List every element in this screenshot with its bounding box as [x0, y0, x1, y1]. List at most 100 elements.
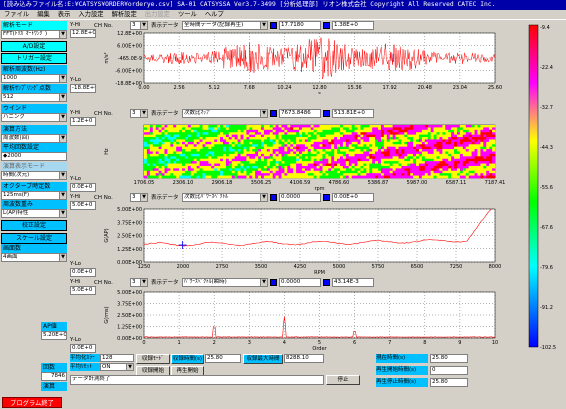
- map-cell: [223, 139, 226, 142]
- map-cell: [284, 132, 287, 135]
- ch-select[interactable]: 3 ▼: [130, 21, 148, 30]
- chart-3[interactable]: 5.00E+003.75E+002.50E+001.25E+000.00E+00…: [100, 203, 526, 278]
- y-lo-input[interactable]: 0.0E+0: [70, 268, 96, 277]
- map-cell: [317, 130, 320, 133]
- map-cell: [147, 139, 150, 142]
- avg-reset-select[interactable]: ON ▼: [100, 363, 134, 371]
- map-cell: [483, 149, 486, 152]
- rec-mode-button[interactable]: 収録ﾓｰﾄﾞ: [136, 354, 170, 364]
- avg-count-input[interactable]: ◆2000: [1, 152, 67, 161]
- disp-select[interactable]: 次数比ﾏｯﾌﾟ ▼: [182, 109, 268, 118]
- analysis-panel: CH No. 3 ▼ 表示データ 次数比ﾏｯﾌﾟ ▼ 7673.8486 513.8…: [70, 109, 526, 193]
- map-cell: [299, 149, 302, 152]
- map-cell: [422, 152, 425, 155]
- map-cell: [381, 147, 384, 150]
- map-cell: [246, 144, 249, 147]
- chart-2[interactable]: 1706.05 2306.10 2906.18 3506.25 4106.59 4786.…: [100, 119, 526, 193]
- menu-item[interactable]: ツール: [174, 10, 201, 20]
- map-cell: [369, 176, 372, 179]
- y-hi-input[interactable]: 12.8E+0: [70, 29, 96, 38]
- map-cell: [255, 137, 258, 140]
- map-cell: [276, 152, 279, 155]
- map-cell: [267, 152, 270, 155]
- y-hi-input[interactable]: 1.2E+0: [70, 117, 96, 126]
- disp-select[interactable]: 全時間データ(記録再生) ▼: [182, 21, 268, 30]
- map-cell: [296, 156, 299, 159]
- map-cell: [170, 132, 173, 135]
- freq-range-select[interactable]: 1000 ▼: [1, 74, 67, 83]
- y-hi-input[interactable]: 5.0E+0: [70, 286, 96, 295]
- map-cell: [378, 166, 381, 169]
- x-tick-label: 10.24: [277, 85, 291, 91]
- stop-button[interactable]: 停止: [326, 375, 360, 385]
- map-cell: [410, 130, 413, 133]
- avg-method-select[interactable]: 周波数(回) ▼: [1, 134, 67, 143]
- menu-item[interactable]: 出力設定: [141, 10, 174, 20]
- map-cell: [273, 125, 276, 128]
- y-hi-input[interactable]: 5.0E+0: [70, 201, 96, 210]
- menu-item[interactable]: ヘルプ: [201, 10, 228, 20]
- map-cell: [375, 159, 378, 162]
- map-cell: [159, 164, 162, 167]
- points-select[interactable]: 512 ▼: [1, 93, 67, 102]
- map-cell: [144, 176, 147, 179]
- menu-item[interactable]: 入力設定: [74, 10, 107, 20]
- map-cell: [314, 168, 317, 171]
- map-cell: [317, 161, 320, 164]
- menu-item[interactable]: ファイル: [0, 10, 33, 20]
- disp-select[interactable]: ﾊﾟﾜｰｽﾍﾟｸﾄﾙ(瞬時) ▼: [182, 278, 268, 287]
- window-select[interactable]: ハニング ▼: [1, 113, 67, 122]
- map-cell: [331, 159, 334, 162]
- map-cell: [352, 130, 355, 133]
- map-cell: [229, 142, 232, 145]
- menu-item[interactable]: 編集: [33, 10, 54, 20]
- map-cell: [413, 147, 416, 150]
- map-cell: [384, 164, 387, 167]
- detect-select[interactable]: 時間(次元) ▼: [1, 171, 67, 180]
- map-cell: [428, 152, 431, 155]
- map-cell: [445, 147, 448, 150]
- ch-select[interactable]: 3 ▼: [130, 193, 148, 202]
- chart-4[interactable]: 5.00E+003.75E+002.50E+001.25E+000.00E+00…: [100, 288, 526, 354]
- scale-button[interactable]: スケール設定: [1, 233, 67, 244]
- weight-select[interactable]: L(AP)特性 ▼: [1, 209, 67, 218]
- end-program-button[interactable]: プログラム終了: [2, 397, 62, 408]
- map-cell: [363, 168, 366, 171]
- disp-select[interactable]: 次数比ﾊﾟﾜｰｽﾍﾟｸﾄﾙ ▼: [182, 193, 268, 202]
- menu-item[interactable]: 解析設定: [108, 10, 141, 20]
- map-cell: [293, 132, 296, 135]
- map-cell: [317, 137, 320, 140]
- map-cell: [167, 125, 170, 128]
- map-cell: [223, 137, 226, 140]
- map-cell: [150, 135, 153, 138]
- y-lo-input[interactable]: 0.0E+0: [70, 344, 96, 353]
- screen-select[interactable]: 4画面 ▼: [1, 253, 67, 262]
- calib-button[interactable]: 校正設定: [1, 220, 67, 231]
- chart-1[interactable]: 12.8E+006.00E+00-465.0E-9-6.00E+00-18.8E…: [100, 31, 526, 94]
- analysis-mode-select[interactable]: FFT(ﾄﾘｶﾞｵｰﾄﾜﾝｸﾞ) ▼: [1, 30, 67, 39]
- ch-select[interactable]: 3 ▼: [130, 278, 148, 287]
- map-cell: [378, 152, 381, 155]
- ad-settings-button[interactable]: A/D設定: [1, 41, 67, 52]
- map-cell: [185, 164, 188, 167]
- map-cell: [246, 156, 249, 159]
- ch-select[interactable]: 3 ▼: [130, 109, 148, 118]
- map-cell: [472, 149, 475, 152]
- octave-select[interactable]: 125ms(F) ▼: [1, 191, 67, 200]
- map-cell: [325, 130, 328, 133]
- menu-item[interactable]: 表示: [54, 10, 75, 20]
- trigger-settings-button[interactable]: トリガー設定: [1, 53, 67, 64]
- map-cell: [153, 166, 156, 169]
- map-cell: [229, 168, 232, 171]
- map-cell: [451, 149, 454, 152]
- map-cell: [387, 137, 390, 140]
- map-cell: [249, 173, 252, 176]
- plot-area[interactable]: [144, 209, 495, 262]
- map-cell: [197, 154, 200, 157]
- y-tick-label: 2.50E+00: [117, 234, 142, 240]
- map-cell: [273, 144, 276, 147]
- map-cell: [384, 130, 387, 133]
- cur-time-label: 現在時間(s): [376, 354, 428, 363]
- y-lo-input[interactable]: -18.8E+0: [70, 84, 96, 93]
- y-lo-input[interactable]: 0.0E+0: [70, 183, 96, 192]
